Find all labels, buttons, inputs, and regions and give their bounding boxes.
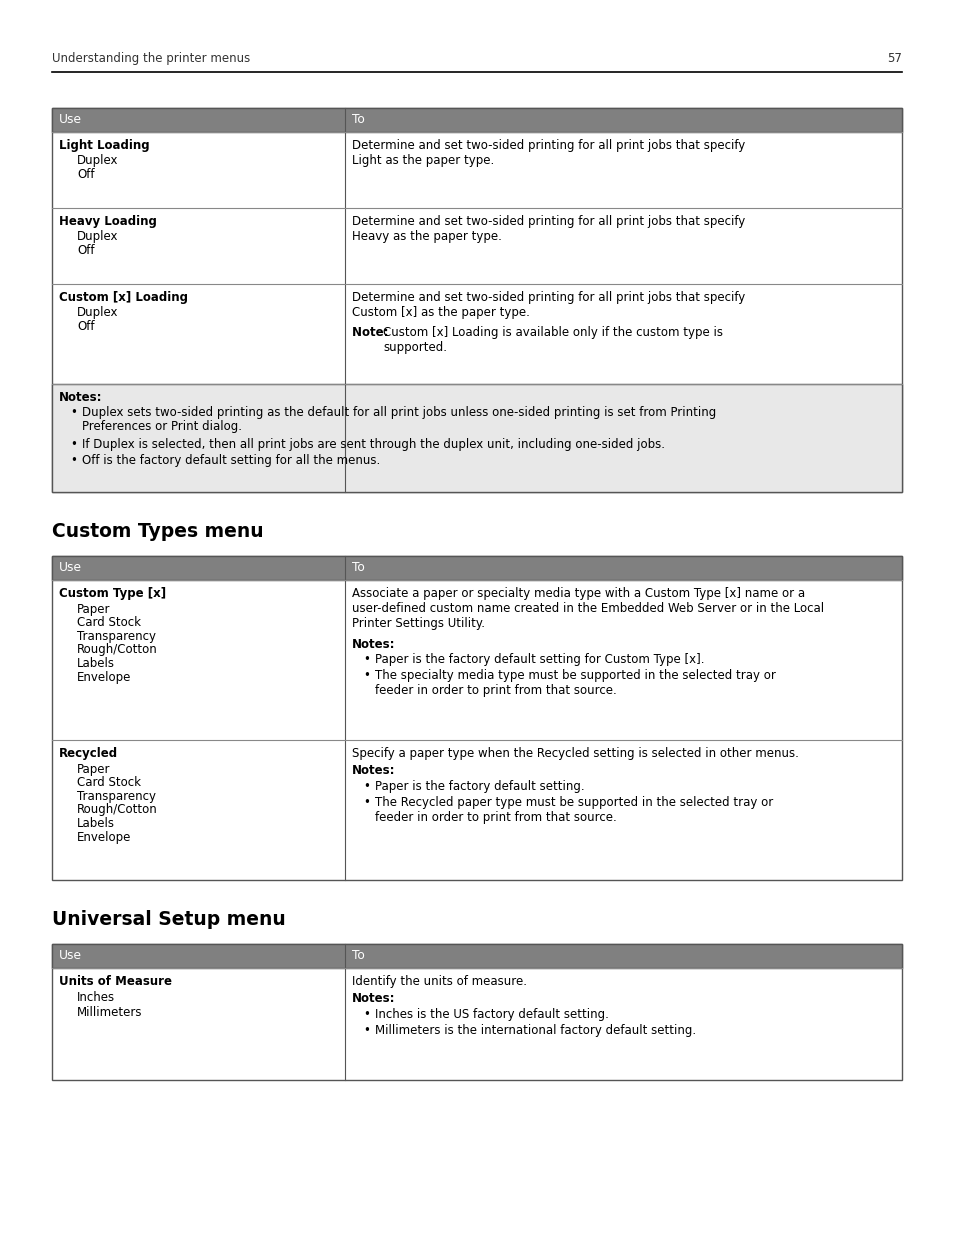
Text: Duplex sets two-sided printing as the default for all print jobs unless one-side: Duplex sets two-sided printing as the de…: [82, 406, 716, 419]
Text: Note:: Note:: [352, 326, 393, 338]
Text: Duplex: Duplex: [77, 230, 118, 243]
Text: Labels: Labels: [77, 818, 115, 830]
Text: The specialty media type must be supported in the selected tray or
feeder in ord: The specialty media type must be support…: [375, 669, 775, 697]
Text: 57: 57: [886, 52, 901, 65]
Text: Associate a paper or specialty media type with a Custom Type [x] name or a
user-: Associate a paper or specialty media typ…: [352, 587, 823, 630]
Text: Transparency: Transparency: [77, 790, 156, 803]
Text: Duplex: Duplex: [77, 154, 118, 167]
Text: •: •: [363, 653, 370, 666]
Text: Rough/Cotton: Rough/Cotton: [77, 804, 157, 816]
Text: Understanding the printer menus: Understanding the printer menus: [52, 52, 250, 65]
Text: To: To: [352, 948, 364, 962]
Text: Custom [x] Loading is available only if the custom type is
supported.: Custom [x] Loading is available only if …: [382, 326, 722, 354]
Text: Paper is the factory default setting.: Paper is the factory default setting.: [375, 781, 584, 793]
Text: Identify the units of measure.: Identify the units of measure.: [352, 974, 526, 988]
Text: Custom Types menu: Custom Types menu: [52, 522, 263, 541]
Text: Card Stock: Card Stock: [77, 616, 141, 630]
Bar: [52, 384, 901, 492]
Text: •: •: [70, 406, 77, 419]
Text: The Recycled paper type must be supported in the selected tray or
feeder in orde: The Recycled paper type must be supporte…: [375, 797, 773, 824]
Text: To: To: [352, 112, 364, 126]
Text: Card Stock: Card Stock: [77, 777, 141, 789]
Text: Duplex: Duplex: [77, 306, 118, 319]
Text: Preferences or Print dialog.: Preferences or Print dialog.: [82, 420, 242, 433]
Text: •: •: [70, 438, 77, 451]
Text: Paper: Paper: [77, 763, 111, 776]
Text: Universal Setup menu: Universal Setup menu: [52, 910, 286, 929]
Text: Off is the factory default setting for all the menus.: Off is the factory default setting for a…: [82, 454, 380, 467]
Text: Paper is the factory default setting for Custom Type [x].: Paper is the factory default setting for…: [375, 653, 703, 666]
Text: If Duplex is selected, then all print jobs are sent through the duplex unit, inc: If Duplex is selected, then all print jo…: [82, 438, 664, 451]
Bar: [52, 107, 901, 492]
Text: Envelope: Envelope: [77, 830, 132, 844]
Text: Custom [x] Loading: Custom [x] Loading: [59, 291, 188, 304]
Text: Custom Type [x]: Custom Type [x]: [59, 587, 166, 600]
Text: •: •: [363, 1008, 370, 1021]
Text: Notes:: Notes:: [352, 764, 395, 777]
Text: Off: Off: [77, 168, 94, 182]
Text: Units of Measure: Units of Measure: [59, 974, 172, 988]
Text: Use: Use: [59, 948, 82, 962]
Text: •: •: [363, 669, 370, 682]
Text: Notes:: Notes:: [352, 638, 395, 651]
Text: Rough/Cotton: Rough/Cotton: [77, 643, 157, 657]
Text: Paper: Paper: [77, 603, 111, 616]
Text: Transparency: Transparency: [77, 630, 156, 643]
Text: Specify a paper type when the Recycled setting is selected in other menus.: Specify a paper type when the Recycled s…: [352, 747, 798, 760]
Text: To: To: [352, 561, 364, 574]
Text: Off: Off: [77, 320, 94, 333]
Text: Notes:: Notes:: [352, 992, 395, 1005]
Text: •: •: [363, 781, 370, 793]
Text: Inches is the US factory default setting.: Inches is the US factory default setting…: [375, 1008, 608, 1021]
Text: •: •: [363, 1024, 370, 1037]
Text: •: •: [70, 454, 77, 467]
Text: Envelope: Envelope: [77, 671, 132, 683]
Bar: [52, 556, 901, 580]
Text: Determine and set two-sided printing for all print jobs that specify
Light as th: Determine and set two-sided printing for…: [352, 140, 744, 167]
Text: •: •: [363, 797, 370, 809]
Text: Use: Use: [59, 561, 82, 574]
Text: Recycled: Recycled: [59, 747, 118, 760]
Text: Millimeters is the international factory default setting.: Millimeters is the international factory…: [375, 1024, 696, 1037]
Bar: [52, 944, 901, 968]
Text: Use: Use: [59, 112, 82, 126]
Bar: [52, 556, 901, 881]
Text: Off: Off: [77, 245, 94, 257]
Text: Determine and set two-sided printing for all print jobs that specify
Custom [x] : Determine and set two-sided printing for…: [352, 291, 744, 319]
Text: Determine and set two-sided printing for all print jobs that specify
Heavy as th: Determine and set two-sided printing for…: [352, 215, 744, 243]
Text: Inches: Inches: [77, 990, 115, 1004]
Text: Heavy Loading: Heavy Loading: [59, 215, 156, 228]
Bar: [52, 107, 901, 132]
Text: Millimeters: Millimeters: [77, 1007, 142, 1019]
Bar: [52, 944, 901, 1079]
Text: Notes:: Notes:: [59, 391, 102, 404]
Text: Labels: Labels: [77, 657, 115, 671]
Text: Light Loading: Light Loading: [59, 140, 150, 152]
